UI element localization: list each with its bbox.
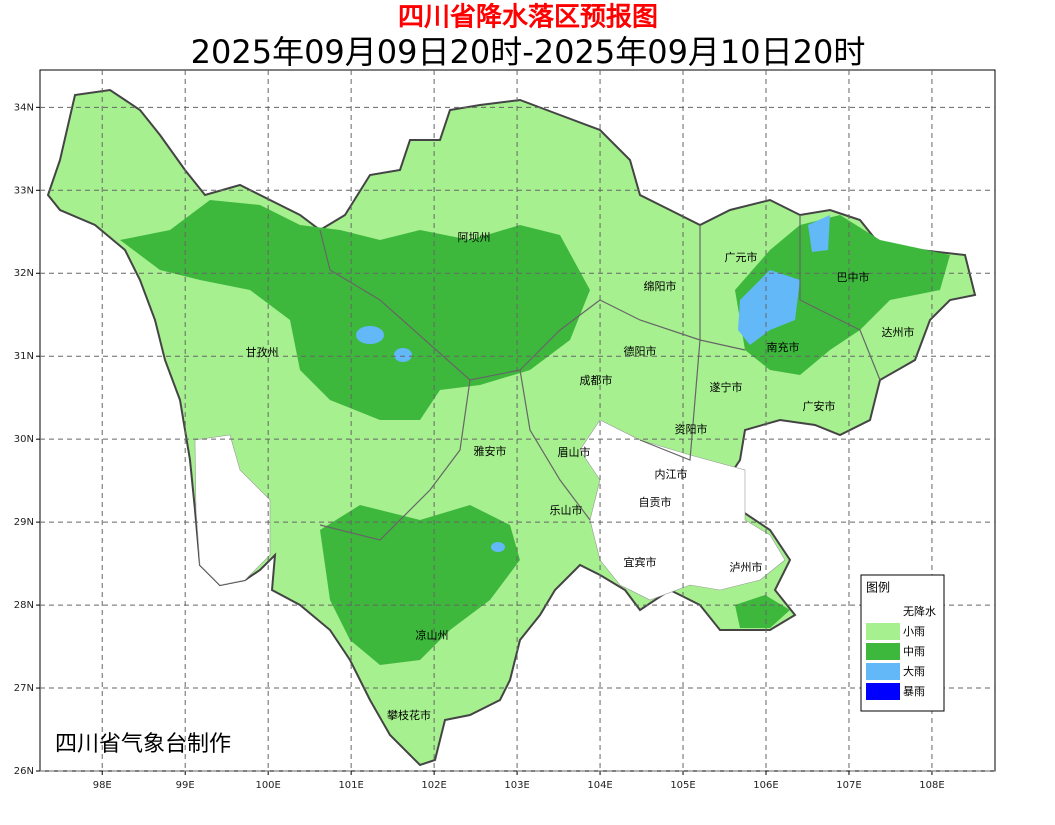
region-label: 乐山市 [550, 503, 583, 517]
region-border [319, 215, 881, 541]
region-label: 雅安市 [474, 444, 507, 458]
x-tick-label: 101E [338, 780, 363, 791]
region-label: 甘孜州 [246, 345, 279, 359]
x-tick-label: 98E [93, 780, 112, 791]
moderate-rain-area [320, 505, 520, 665]
region-label: 巴中市 [837, 270, 870, 284]
y-tick-label: 32N [14, 268, 34, 279]
legend-swatch [866, 623, 900, 640]
y-tick-label: 34N [14, 102, 34, 113]
region-label: 达州市 [882, 325, 915, 339]
legend-swatch [866, 683, 900, 700]
heavy-rain-area [356, 326, 384, 344]
title: 四川省降水落区预报图 [398, 2, 658, 33]
region-label: 广安市 [803, 399, 836, 413]
y-tick-label: 27N [14, 683, 34, 694]
region-label: 攀枝花市 [387, 708, 431, 722]
x-tick-label: 105E [670, 780, 695, 791]
region-label: 阿坝州 [458, 230, 491, 244]
y-tick-label: 28N [14, 600, 34, 611]
heavy-rain-area [491, 542, 505, 552]
credit: 四川省气象台制作 [55, 732, 231, 757]
moderate-rain-area [120, 200, 590, 420]
region-label: 凉山州 [416, 628, 449, 642]
y-tick-label: 31N [14, 351, 34, 362]
legend-label: 小雨 [903, 625, 925, 638]
region-label: 广元市 [725, 250, 758, 264]
x-tick-label: 104E [587, 780, 612, 791]
x-tick-label: 106E [753, 780, 778, 791]
region-label: 眉山市 [558, 445, 591, 459]
moderate-rain-area [735, 215, 950, 375]
region-label: 绵阳市 [644, 279, 677, 293]
legend-swatch [866, 663, 900, 680]
no-rain-area [579, 419, 786, 601]
x-tick-label: 103E [504, 780, 529, 791]
legend-label: 暴雨 [903, 685, 925, 698]
legend-swatch [866, 603, 900, 620]
x-tick-label: 99E [176, 780, 195, 791]
x-tick-label: 100E [255, 780, 280, 791]
region-label: 成都市 [580, 373, 613, 387]
region-label: 自贡市 [639, 495, 672, 509]
x-tick-label: 107E [836, 780, 861, 791]
x-tick-label: 102E [421, 780, 446, 791]
y-tick-label: 29N [14, 517, 34, 528]
subtitle: 2025年09月09日20时-2025年09月10日20时 [191, 33, 866, 71]
y-tick-label: 26N [14, 766, 34, 777]
region-label: 德阳市 [624, 344, 657, 358]
x-tick-label: 108E [919, 780, 944, 791]
heavy-rain-area [808, 215, 830, 252]
province [46, 88, 977, 767]
y-tick-label: 33N [14, 185, 34, 196]
no-rain-area [194, 434, 271, 586]
region-label: 内江市 [655, 467, 688, 481]
region-label: 宜宾市 [624, 555, 657, 569]
heavy-rain-area [738, 270, 800, 345]
heavy-rain-area [394, 348, 412, 362]
legend-label: 中雨 [903, 645, 925, 658]
moderate-rain-area [735, 595, 790, 628]
y-tick-label: 30N [14, 434, 34, 445]
region-label: 遂宁市 [710, 380, 743, 394]
region-label: 南充市 [767, 340, 800, 354]
legend-swatch [866, 643, 900, 660]
region-label: 泸州市 [730, 560, 763, 574]
legend-label: 无降水 [903, 604, 936, 618]
legend-title: 图例 [866, 581, 890, 595]
legend-label: 大雨 [903, 664, 925, 678]
grid: 98E 99E 100E 101E 102E 103E 104E 105E 106E 107E 10… [14, 70, 995, 791]
region-label: 资阳市 [675, 422, 708, 436]
